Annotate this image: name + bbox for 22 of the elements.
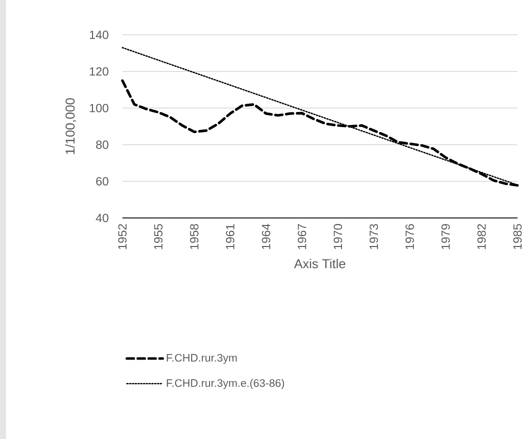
x-tick-label: 1955 (154, 224, 163, 250)
y-tick-label: 60 (96, 177, 108, 186)
x-tick-label: 1982 (477, 224, 486, 250)
legend-label: F.CHD.rur.3ym.e.(63-86) (166, 378, 284, 390)
y-tick-label: 40 (96, 214, 108, 222)
x-tick-label: 1976 (406, 224, 414, 250)
x-tick-label: 1958 (190, 224, 198, 250)
y-tick-label: 120 (90, 67, 108, 76)
x-axis-title: Axis Title (294, 258, 346, 268)
x-tick-label: 1952 (118, 224, 127, 250)
x-tick-label: 1967 (298, 224, 306, 250)
y-tick-label: 80 (96, 140, 108, 149)
y-tick-label: 100 (90, 104, 108, 112)
x-tick-label: 1985 (513, 224, 522, 250)
x-tick-label: 1979 (441, 224, 450, 250)
y-axis-title: 1/100,000 (65, 98, 76, 154)
x-tick-label: 1973 (370, 224, 378, 250)
legend-label: F.CHD.rur.3ym (166, 354, 237, 364)
x-tick-label: 1961 (226, 224, 234, 250)
x-tick-label: 1970 (334, 224, 342, 250)
y-tick-label: 140 (90, 30, 108, 40)
x-tick-label: 1964 (262, 224, 270, 250)
